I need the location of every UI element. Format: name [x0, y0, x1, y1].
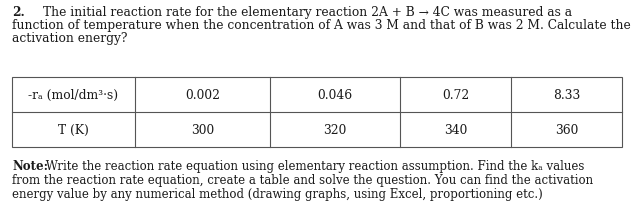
- Text: T (K): T (K): [58, 123, 89, 136]
- Text: The initial reaction rate for the elementary reaction 2A + B → 4C was measured a: The initial reaction rate for the elemen…: [12, 6, 572, 19]
- Text: 320: 320: [323, 123, 347, 136]
- Text: energy value by any numerical method (drawing graphs, using Excel, proportioning: energy value by any numerical method (dr…: [12, 187, 543, 200]
- Text: 0.046: 0.046: [318, 88, 353, 101]
- Text: 0.72: 0.72: [442, 88, 469, 101]
- Text: activation energy?: activation energy?: [12, 32, 127, 45]
- Text: -rₐ (mol/dm³·s): -rₐ (mol/dm³·s): [29, 88, 119, 101]
- Text: from the reaction rate equation, create a table and solve the question. You can : from the reaction rate equation, create …: [12, 173, 593, 186]
- Text: function of temperature when the concentration of A was 3 M and that of B was 2 : function of temperature when the concent…: [12, 19, 631, 32]
- Text: 0.002: 0.002: [185, 88, 220, 101]
- Text: 360: 360: [555, 123, 578, 136]
- Text: 300: 300: [191, 123, 214, 136]
- Text: Write the reaction rate equation using elementary reaction assumption. Find the : Write the reaction rate equation using e…: [42, 159, 585, 172]
- Bar: [12, 78, 622, 147]
- Text: 2.: 2.: [12, 6, 25, 19]
- Text: Note:: Note:: [12, 159, 48, 172]
- Text: 340: 340: [444, 123, 467, 136]
- Text: 8.33: 8.33: [553, 88, 580, 101]
